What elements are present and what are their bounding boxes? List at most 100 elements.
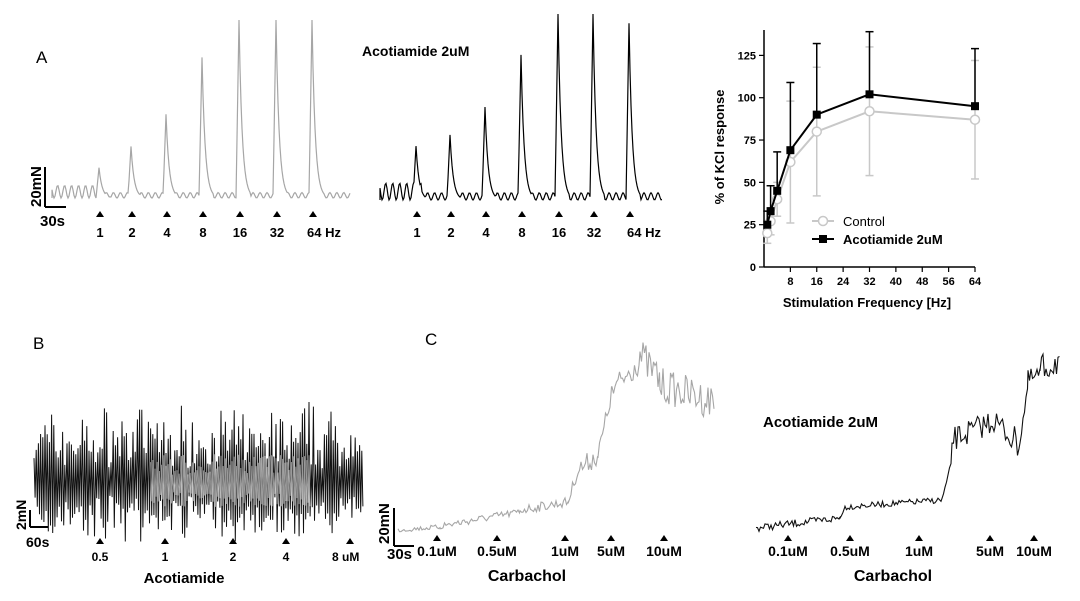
frequency-marker-2-arrow bbox=[128, 211, 136, 217]
acotiamide-carbachol-dose-1uM-arrow bbox=[915, 535, 923, 541]
scale-force-label-c: 20mN bbox=[376, 503, 393, 544]
frequency-marker-32-label: 32 bbox=[587, 225, 601, 240]
legend-control-marker bbox=[817, 215, 829, 227]
control-carbachol-dose-5uM-arrow bbox=[607, 535, 615, 541]
control-last-frequency-label: 64 Hz bbox=[307, 225, 341, 240]
scale-bar-b bbox=[29, 510, 48, 528]
frequency-marker-1-label: 1 bbox=[413, 225, 420, 240]
panel-a-acotiamide-trace: Acotiamide 2uM 1 2 4 8 16 32 64 Hz bbox=[362, 13, 663, 240]
panel-label-c: C bbox=[425, 330, 437, 349]
frequency-marker-4-label: 4 bbox=[163, 225, 171, 240]
acotiamide-carbachol-dose-0-5uM-arrow bbox=[846, 535, 854, 541]
frequency-marker-8-label: 8 bbox=[518, 225, 525, 240]
acotiamide-dose-2-arrow bbox=[229, 538, 237, 544]
chart-series bbox=[762, 30, 981, 245]
y-tick-label-100: 100 bbox=[738, 93, 756, 105]
chart-y-axis-label: % of KCl response bbox=[712, 90, 727, 205]
acotiamide-last-frequency-label: 64 Hz bbox=[627, 225, 661, 240]
scale-bar-a bbox=[44, 167, 66, 208]
frequency-marker-64-arrow bbox=[626, 211, 634, 217]
acotiamide-carbachol-markers: 0.1uM 0.5uM 1uM 5uM 10uM bbox=[768, 535, 1052, 559]
panel-label-b: B bbox=[33, 334, 44, 353]
chart-axes: 8 16 24 32 40 48 56 64 0 25 50 75 100 125 bbox=[738, 30, 982, 288]
control-carbachol-dose-5uM-label: 5uM bbox=[597, 543, 625, 559]
acotiamide-dose-8-arrow bbox=[346, 538, 354, 544]
chart-x-axis-label: Stimulation Frequency [Hz] bbox=[783, 295, 951, 310]
acotiamide-dose-1-label: 1 bbox=[162, 550, 169, 564]
frequency-marker-32-label: 32 bbox=[270, 225, 284, 240]
acotiamide-title-a: Acotiamide 2uM bbox=[362, 43, 469, 59]
control-carbachol-dose-0-5uM-arrow bbox=[493, 535, 501, 541]
control-frequency-markers: 1 2 4 8 16 32 bbox=[96, 211, 317, 240]
control-carbachol-dose-10uM-label: 10uM bbox=[646, 543, 682, 559]
c-control-drug-label: Carbachol bbox=[488, 568, 566, 585]
acotiamide-carbachol-trace bbox=[755, 352, 1060, 533]
c-acotiamide-drug-label: Carbachol bbox=[854, 568, 932, 585]
frequency-marker-1-arrow bbox=[96, 211, 104, 217]
control-carbachol-markers: 0.1uM 0.5uM 1uM 5uM 10uM bbox=[417, 535, 682, 559]
acotiamide-dose-0.5-label: 0.5 bbox=[92, 550, 109, 564]
acotiamide-carbachol-dose-1uM-label: 1uM bbox=[905, 543, 933, 559]
legend-acotiamide-label: Acotiamide 2uM bbox=[843, 232, 943, 247]
data-point bbox=[811, 126, 822, 137]
x-tick-label-24: 24 bbox=[837, 276, 850, 288]
x-tick-label-40: 40 bbox=[890, 276, 902, 288]
control-carbachol-dose-0-1uM-arrow bbox=[433, 535, 441, 541]
scale-force-label-a: 20mN bbox=[28, 166, 45, 207]
frequency-marker-4-arrow bbox=[482, 211, 490, 217]
b-last-concentration-label: 8 uM bbox=[332, 550, 359, 564]
y-tick-label-125: 125 bbox=[738, 50, 756, 62]
series-acotiamide bbox=[763, 30, 979, 229]
frequency-marker-16-arrow bbox=[236, 211, 244, 217]
frequency-marker-16-label: 16 bbox=[233, 225, 247, 240]
b-drug-label: Acotiamide bbox=[144, 570, 225, 587]
frequency-marker-32-arrow bbox=[590, 211, 598, 217]
acotiamide-dose-2-label: 2 bbox=[230, 550, 237, 564]
acotiamide-dose-4-label: 4 bbox=[283, 550, 290, 564]
y-tick-label-75: 75 bbox=[744, 135, 756, 147]
x-tick-label-32: 32 bbox=[863, 276, 875, 288]
scale-time-label-b: 60s bbox=[26, 534, 50, 550]
data-point bbox=[969, 114, 981, 125]
acotiamide-dose-1-arrow bbox=[161, 538, 169, 544]
acotiamide-carbachol-dose-10uM-label: 10uM bbox=[1016, 543, 1052, 559]
data-point bbox=[786, 146, 795, 155]
acotiamide-carbachol-dose-5uM-arrow bbox=[986, 535, 994, 541]
scale-time-label-c: 30s bbox=[387, 546, 412, 563]
frequency-marker-8-arrow bbox=[199, 211, 207, 217]
data-point bbox=[864, 106, 875, 117]
chart-legend: Control Acotiamide 2uM bbox=[812, 214, 943, 247]
control-carbachol-dose-1uM-arrow bbox=[561, 535, 569, 541]
frequency-marker-64-arrow bbox=[309, 211, 317, 217]
scale-bar-c bbox=[393, 508, 414, 547]
x-tick-label-56: 56 bbox=[943, 276, 955, 288]
acotiamide-carbachol-dose-0-1uM-label: 0.1uM bbox=[768, 543, 808, 559]
control-carbachol-dose-1uM-label: 1uM bbox=[551, 543, 579, 559]
control-carbachol-dose-0-1uM-label: 0.1uM bbox=[417, 543, 457, 559]
c-acotiamide-title: Acotiamide 2uM bbox=[763, 414, 878, 431]
control-carbachol-dose-10uM-arrow bbox=[660, 535, 668, 541]
panel-c-acotiamide-trace: Acotiamide 2uM 0.1uM 0.5uM 1uM 5uM 10uM Carb… bbox=[755, 352, 1060, 585]
data-point bbox=[763, 220, 772, 229]
x-tick-label-48: 48 bbox=[916, 276, 928, 288]
panel-a-control-trace: 1 2 4 8 16 32 64 Hz 20mN 30s bbox=[28, 19, 351, 240]
legend-control-label: Control bbox=[843, 214, 885, 229]
frequency-marker-8-arrow bbox=[518, 211, 526, 217]
frequency-marker-8-label: 8 bbox=[199, 225, 206, 240]
frequency-marker-1-arrow bbox=[413, 211, 421, 217]
x-tick-label-8: 8 bbox=[787, 276, 793, 288]
acotiamide-frequency-markers: 1 2 4 8 16 32 bbox=[413, 211, 634, 240]
panel-label-a: A bbox=[36, 48, 48, 67]
data-point bbox=[773, 186, 782, 195]
acotiamide-dose-0.5-arrow bbox=[96, 538, 104, 544]
y-tick-label-25: 25 bbox=[744, 220, 756, 232]
control-carbachol-trace bbox=[397, 342, 715, 533]
acotiamide-carbachol-dose-0-1uM-arrow bbox=[784, 535, 792, 541]
x-tick-label-64: 64 bbox=[969, 276, 982, 288]
acotiamide-carbachol-dose-5uM-label: 5uM bbox=[976, 543, 1004, 559]
frequency-marker-32-arrow bbox=[273, 211, 281, 217]
acotiamide-spontaneous-trace-overlay bbox=[150, 454, 311, 507]
frequency-marker-16-label: 16 bbox=[552, 225, 566, 240]
legend-acotiamide-marker bbox=[819, 235, 827, 243]
